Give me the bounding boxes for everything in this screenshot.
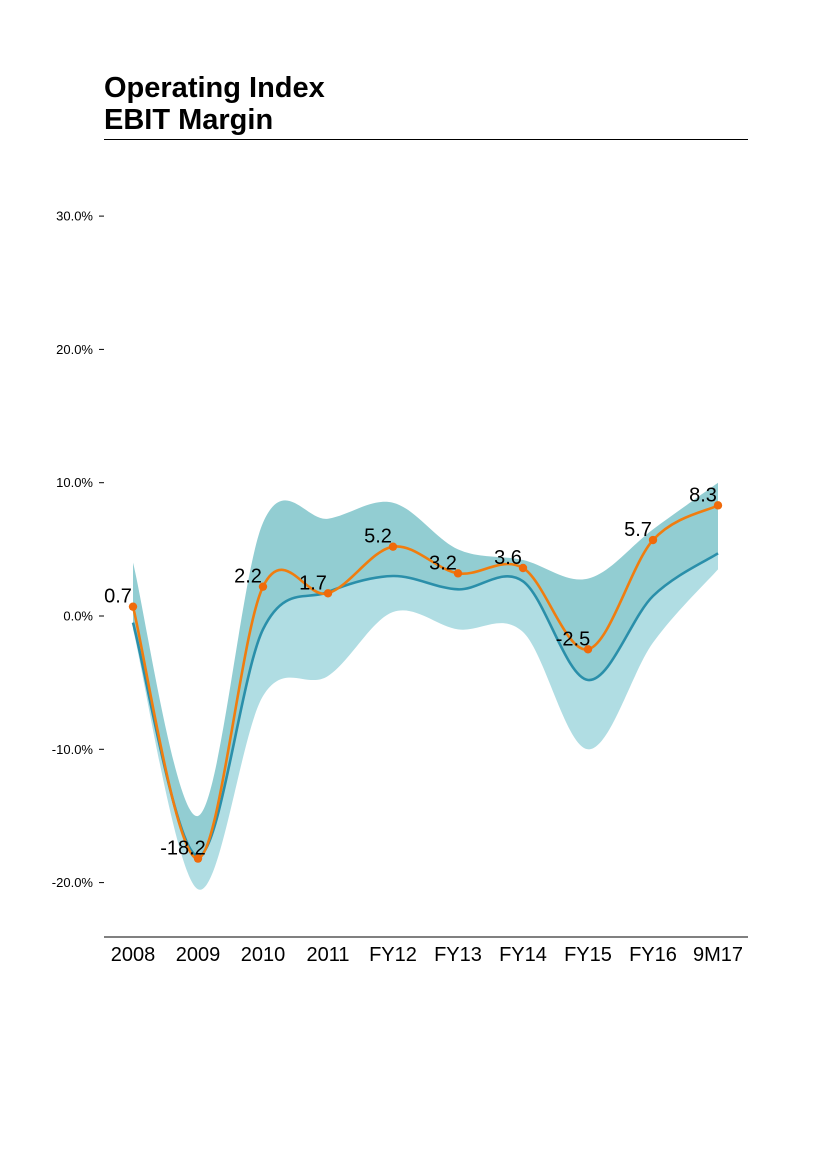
x-tick-label: FY14 <box>499 944 547 966</box>
chart-title-line-1: Operating Index <box>104 72 325 104</box>
margin-point-FY16 <box>648 535 658 545</box>
y-tick-label: -20.0% <box>52 875 94 890</box>
margin-point-FY15 <box>583 645 593 654</box>
margin-point-2008 <box>128 602 138 611</box>
data-label-FY13: 3.2 <box>429 552 457 574</box>
margin-point-FY14 <box>518 563 528 573</box>
data-label-FY15: -2.5 <box>556 628 590 650</box>
band-upper-area <box>133 482 718 856</box>
y-tick-label: 30.0% <box>56 209 93 224</box>
margin-point-FY13 <box>453 569 463 578</box>
x-tick-label: 2010 <box>241 944 286 966</box>
x-tick-label: 2009 <box>176 944 221 966</box>
x-tick-label: FY13 <box>434 944 482 966</box>
margin-line <box>131 504 719 860</box>
y-axis: 30.0% 20.0% 10.0% 0.0% -10.0% -20.0% <box>52 209 104 890</box>
x-axis: 2008 2009 2010 2011 FY12 FY13 FY14 FY15 FY16 9M17 <box>104 936 748 966</box>
data-label-2008: 0.7 <box>104 586 132 608</box>
chart-title-line-2: EBIT Margin <box>104 104 274 136</box>
x-tick-label: 2011 <box>306 944 349 966</box>
margin-point-2011 <box>323 589 333 598</box>
data-label-2011: 1.7 <box>299 572 327 594</box>
y-tick-label: 10.0% <box>56 475 93 490</box>
data-label-9M17: 8.3 <box>689 484 717 506</box>
data-label-FY16: 5.7 <box>624 519 652 541</box>
margin-point-2010 <box>258 582 268 591</box>
band-lower-area <box>133 553 718 890</box>
y-tick-label: -10.0% <box>52 742 94 757</box>
x-tick-label: FY12 <box>369 944 417 966</box>
x-tick-label: FY16 <box>629 944 677 966</box>
x-tick-label: 2008 <box>111 944 156 966</box>
x-tick-label: FY15 <box>564 944 612 966</box>
data-labels: 0.7 -18.2 2.2 1.7 5.2 3.2 3.6 -2.5 5.7 8.3 <box>104 484 717 859</box>
data-label-FY12: 5.2 <box>364 526 392 548</box>
y-tick-label: 20.0% <box>56 342 93 357</box>
chart-title: Operating Index EBIT Margin <box>104 72 748 140</box>
data-label-2009: -18.2 <box>160 838 206 860</box>
x-tick-label: 9M17 <box>693 944 743 966</box>
margin-point-FY12 <box>388 542 398 551</box>
y-tick-label: 0.0% <box>63 609 93 624</box>
data-label-FY14: 3.6 <box>494 547 522 569</box>
data-label-2010: 2.2 <box>234 566 262 588</box>
data-markers <box>128 501 723 863</box>
margin-point-2009 <box>193 854 203 863</box>
range-bands <box>133 482 718 890</box>
margin-point-9M17 <box>713 501 723 510</box>
